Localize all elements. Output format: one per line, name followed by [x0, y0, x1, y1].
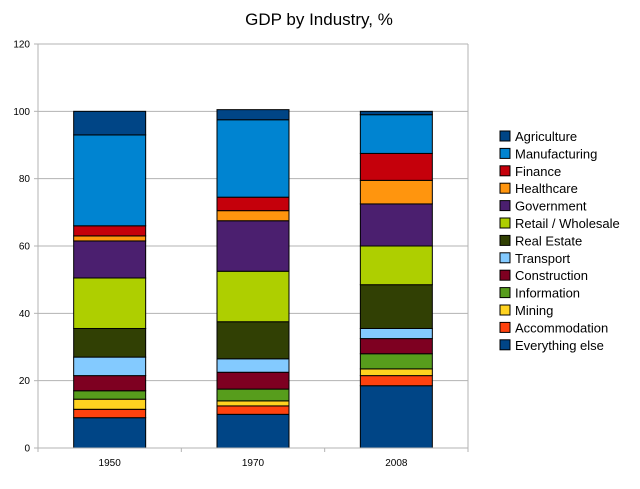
bar-segment-1950-manufacturing	[73, 134, 147, 227]
bar-segment-2008-information	[359, 353, 433, 370]
bars	[73, 109, 433, 449]
bar-segment-2008-agriculture	[359, 110, 433, 116]
x-tick-label-2008: 2008	[385, 458, 408, 469]
legend-label-information: Information	[515, 286, 580, 301]
legend-swatch-accommodation	[499, 321, 511, 333]
y-tick-label-40: 40	[19, 309, 31, 320]
bar-segment-1950-accommodation	[73, 408, 147, 419]
legend-label-government: Government	[515, 199, 587, 214]
x-tick-label-1950: 1950	[99, 458, 122, 469]
y-tick-label-0: 0	[24, 444, 30, 455]
bar-segment-1950-everything-else	[73, 417, 147, 449]
legend-label-agriculture: Agriculture	[515, 129, 577, 144]
bar-segment-1950-agriculture	[73, 110, 147, 136]
bar-segment-2008-everything-else	[359, 385, 433, 449]
bar-segment-2008-accommodation	[359, 375, 433, 387]
bar-segment-1970-finance	[216, 196, 290, 212]
bar-segment-1970-mining	[216, 400, 290, 407]
y-tick-label-120: 120	[13, 40, 30, 51]
y-tick-label-60: 60	[19, 242, 31, 253]
bar-segment-1950-real-estate	[73, 327, 147, 358]
legend-label-retail-wholesale: Retail / Wholesale	[515, 216, 620, 231]
y-tick-label-80: 80	[19, 174, 31, 185]
bar-segment-1970-manufacturing	[216, 119, 290, 198]
legend-label-finance: Finance	[515, 164, 561, 179]
legend-swatch-agriculture	[499, 130, 511, 142]
bar-segment-1970-agriculture	[216, 109, 290, 121]
bar-segment-1970-accommodation	[216, 405, 290, 415]
bar-segment-1970-healthcare	[216, 210, 290, 222]
bar-segment-1950-transport	[73, 356, 147, 377]
bar-segment-2008-manufacturing	[359, 114, 433, 154]
bar-segment-2008-transport	[359, 327, 433, 340]
legend-label-mining: Mining	[515, 303, 553, 318]
y-tick-label-100: 100	[13, 107, 30, 118]
bar-segment-2008-government	[359, 203, 433, 247]
bar-segment-1950-information	[73, 390, 147, 400]
bar-segment-2008-real-estate	[359, 284, 433, 329]
legend: Agriculture Manufacturing Finance Healthcar…	[499, 129, 620, 353]
legend-swatch-retail-wholesale	[499, 217, 511, 229]
legend-label-construction: Construction	[515, 268, 588, 283]
legend-swatch-real-estate	[499, 234, 511, 246]
legend-label-accommodation: Accommodation	[515, 320, 608, 335]
bar-segment-1970-real-estate	[216, 321, 290, 360]
bar-segment-2008-finance	[359, 152, 433, 181]
bar-segment-2008-mining	[359, 368, 433, 377]
chart-title: GDP by Industry, %	[245, 10, 393, 29]
bar-segment-1950-healthcare	[73, 235, 147, 242]
legend-swatch-transport	[499, 252, 511, 264]
legend-swatch-healthcare	[499, 182, 511, 194]
x-tick-label-1970: 1970	[242, 458, 265, 469]
bar-segment-1970-information	[216, 388, 290, 402]
x-axis: 1950 1970 2008	[37, 447, 469, 469]
legend-swatch-government	[499, 200, 511, 212]
legend-swatch-mining	[499, 304, 511, 316]
legend-label-manufacturing: Manufacturing	[515, 146, 597, 161]
legend-swatch-construction	[499, 269, 511, 281]
legend-swatch-everything-else	[499, 339, 511, 351]
legend-label-real-estate: Real Estate	[515, 233, 582, 248]
bar-segment-1970-construction	[216, 371, 290, 390]
y-axis: 0 20 40 60 80 100 120	[13, 40, 38, 455]
legend-swatch-manufacturing	[499, 147, 511, 159]
bar-segment-1950-retail-wholesale	[73, 277, 147, 329]
bar-segment-1970-everything-else	[216, 413, 290, 449]
bar-segment-1950-finance	[73, 225, 147, 237]
legend-label-transport: Transport	[515, 251, 571, 266]
bar-segment-1950-construction	[73, 375, 147, 392]
bar-segment-1970-retail-wholesale	[216, 270, 290, 323]
bar-segment-1950-government	[73, 240, 147, 279]
legend-swatch-information	[499, 287, 511, 299]
bar-segment-2008-healthcare	[359, 179, 433, 205]
bar-segment-2008-construction	[359, 338, 433, 355]
legend-label-healthcare: Healthcare	[515, 181, 578, 196]
legend-swatch-finance	[499, 165, 511, 177]
legend-label-everything-else: Everything else	[515, 338, 604, 353]
y-tick-label-20: 20	[19, 376, 31, 387]
bar-segment-1970-transport	[216, 358, 290, 373]
bar-segment-1950-mining	[73, 398, 147, 410]
bar-segment-2008-retail-wholesale	[359, 245, 433, 286]
bar-segment-1970-government	[216, 220, 290, 272]
